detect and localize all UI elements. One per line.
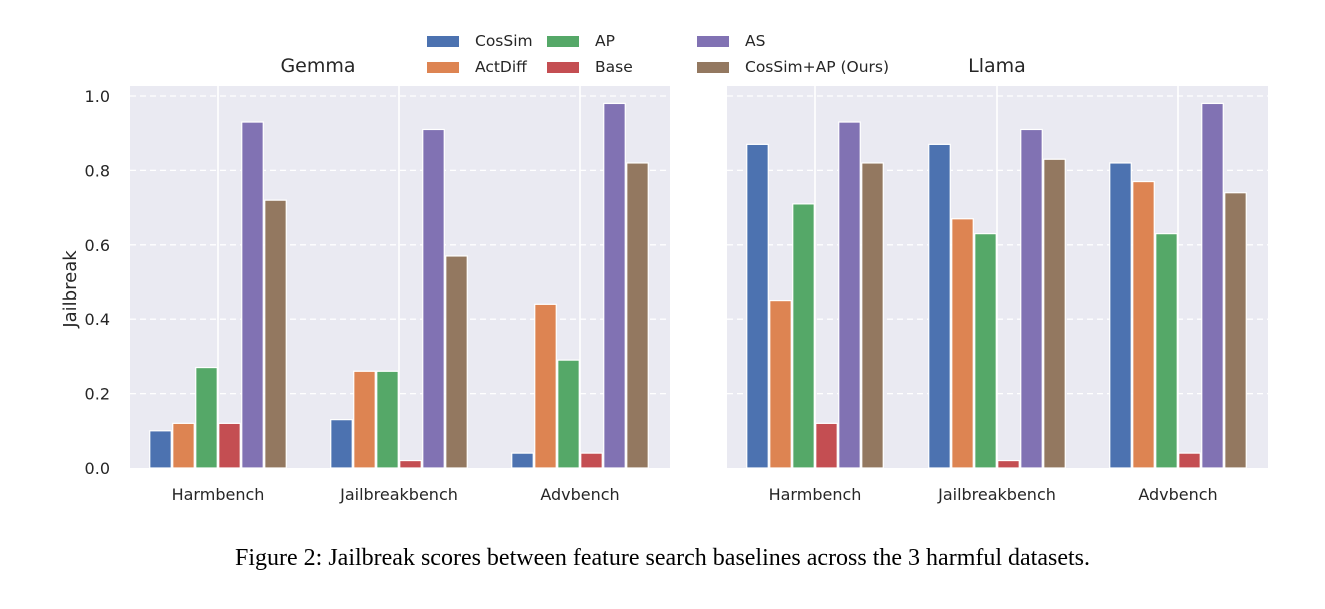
bar-cossim-jailbreakbench	[928, 143, 951, 469]
y-tick-label: 1.0	[85, 87, 110, 106]
bar-ap-jailbreakbench	[376, 370, 399, 469]
x-tick-label: Jailbreakbench	[339, 485, 458, 504]
bar-base-advbench	[580, 452, 603, 469]
bar-actdiff-harmbench	[172, 422, 195, 469]
bar-actdiff-advbench	[534, 303, 557, 469]
legend-item-cossim: CosSim	[427, 32, 533, 50]
bar-actdiff-advbench	[1132, 180, 1155, 469]
x-tick-label: Harmbench	[769, 485, 862, 504]
bar-cossim-ap-ours--advbench	[626, 162, 649, 469]
bar-ap-harmbench	[195, 366, 218, 469]
legend-swatch	[427, 36, 459, 47]
bar-cossim-ap-ours--jailbreakbench	[1043, 158, 1066, 469]
legend-swatch	[547, 36, 579, 47]
legend-label: AP	[595, 32, 615, 50]
bar-cossim-ap-ours--advbench	[1224, 192, 1247, 469]
bar-cossim-jailbreakbench	[330, 419, 353, 469]
panel-title: Gemma	[280, 55, 355, 77]
x-tick-label: Advbench	[1138, 485, 1217, 504]
bar-base-harmbench	[815, 422, 838, 469]
figure: 0.0 0.2 0.4 0.6 0.8 1.0 Harmbench Jailbreakbenc…	[60, 32, 1268, 504]
bar-as-jailbreakbench	[1020, 128, 1043, 469]
legend-label: Base	[595, 58, 633, 76]
bar-cossim-advbench	[1109, 162, 1132, 469]
y-tick-label: 0.6	[85, 236, 110, 255]
panel-title: Llama	[968, 55, 1026, 77]
bar-actdiff-jailbreakbench	[951, 218, 974, 469]
legend-swatch	[697, 36, 729, 47]
legend-item-base: Base	[547, 58, 633, 76]
bar-actdiff-jailbreakbench	[353, 370, 376, 469]
bar-cossim-harmbench	[746, 143, 769, 469]
y-tick-label: 0.0	[85, 459, 110, 478]
x-tick-label: Harmbench	[172, 485, 265, 504]
x-tick-label: Jailbreakbench	[937, 485, 1056, 504]
bar-base-jailbreakbench	[399, 459, 422, 469]
bar-base-jailbreakbench	[997, 459, 1020, 469]
legend-label: CosSim+AP (Ours)	[745, 58, 889, 76]
bar-base-advbench	[1178, 452, 1201, 469]
legend-item-actdiff: ActDiff	[427, 58, 527, 76]
legend-label: ActDiff	[475, 58, 527, 76]
y-tick-label: 0.8	[85, 161, 110, 180]
bar-ap-advbench	[557, 359, 580, 469]
panel-llama: Harmbench Jailbreakbench Advbench Llama	[727, 55, 1268, 504]
legend-item-cossim-ap-ours: CosSim+AP (Ours)	[697, 58, 889, 76]
bar-cossim-ap-ours--harmbench	[861, 162, 884, 469]
panel-gemma: 0.0 0.2 0.4 0.6 0.8 1.0 Harmbench Jailbreakbenc…	[60, 55, 670, 504]
bar-as-harmbench	[838, 121, 861, 469]
bar-ap-advbench	[1155, 233, 1178, 469]
y-tick-label: 0.4	[85, 310, 110, 329]
y-axis-label: Jailbreak	[60, 250, 81, 329]
figure-caption: Figure 2: Jailbreak scores between featu…	[235, 545, 1090, 571]
legend-swatch	[427, 62, 459, 73]
bar-cossim-advbench	[511, 452, 534, 469]
bar-as-advbench	[603, 102, 626, 469]
bar-as-jailbreakbench	[422, 128, 445, 469]
legend-swatch	[547, 62, 579, 73]
legend-label: CosSim	[475, 32, 533, 50]
bar-actdiff-harmbench	[769, 300, 792, 469]
legend-swatch	[697, 62, 729, 73]
x-tick-label: Advbench	[540, 485, 619, 504]
bar-cossim-ap-ours--harmbench	[264, 199, 287, 469]
y-tick-label: 0.2	[85, 385, 110, 404]
legend-item-as: AS	[697, 32, 765, 50]
bar-ap-jailbreakbench	[974, 233, 997, 469]
legend: CosSim ActDiff AP Base AS CosSim+AP (Ours)	[427, 32, 889, 76]
bar-ap-harmbench	[792, 203, 815, 469]
bar-as-harmbench	[241, 121, 264, 469]
legend-label: AS	[745, 32, 765, 50]
bar-base-harmbench	[218, 422, 241, 469]
bar-as-advbench	[1201, 102, 1224, 469]
bar-cossim-harmbench	[149, 430, 172, 469]
bar-cossim-ap-ours--jailbreakbench	[445, 255, 468, 469]
legend-item-ap: AP	[547, 32, 615, 50]
